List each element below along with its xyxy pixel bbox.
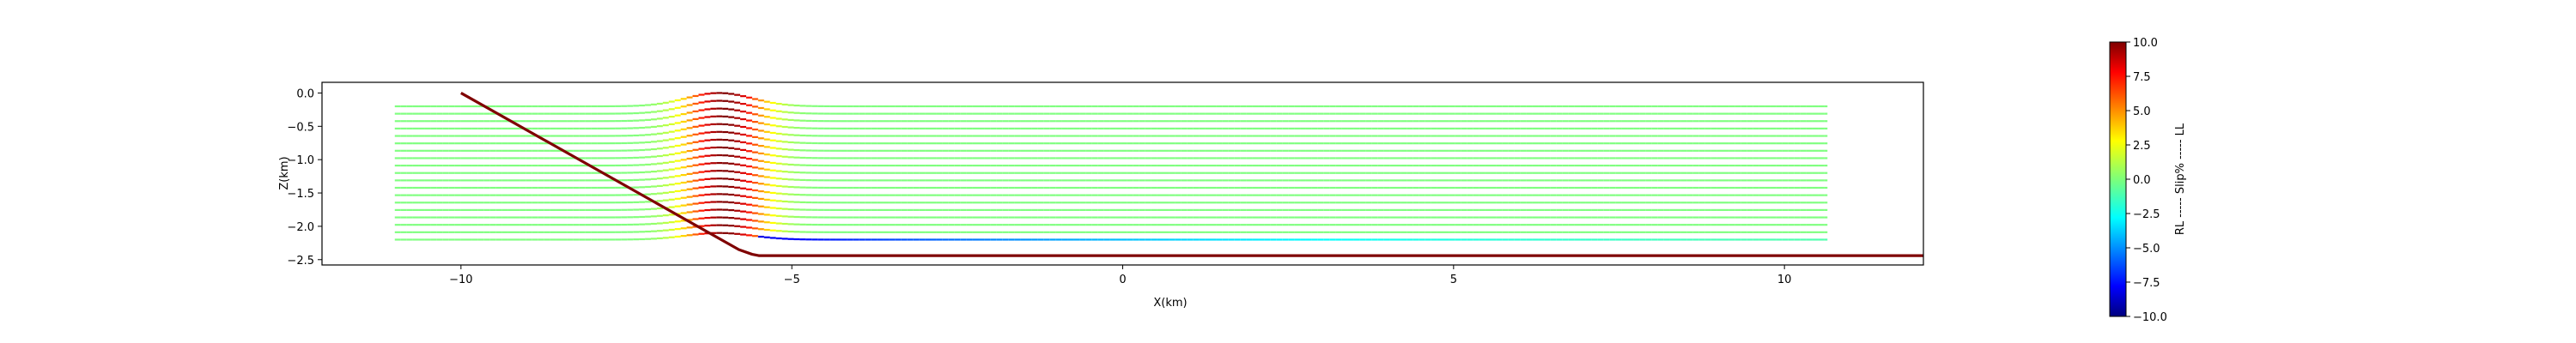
colorbar-tick-label: 2.5 xyxy=(2133,140,2151,153)
layer-line xyxy=(394,216,1828,226)
x-tick-label: 10 xyxy=(1777,274,1792,286)
y-tick-label: −1.0 xyxy=(287,154,314,167)
y-axis-ticks: 0.0 −0.5 −1.0 −1.5 −2.0 −2.5 xyxy=(287,87,322,268)
colorbar-gradient xyxy=(2109,41,2127,317)
layer-line xyxy=(394,146,1828,159)
layer-lines xyxy=(394,92,1828,241)
colorbar-tick-label: 0.0 xyxy=(2133,174,2151,187)
layer-line xyxy=(394,138,1828,152)
layer-line xyxy=(394,208,1828,219)
layer-line xyxy=(394,232,1828,241)
y-axis-label: Z(km) xyxy=(278,156,291,190)
layer-line xyxy=(394,178,1828,190)
layer-line xyxy=(394,99,1828,115)
layer-line xyxy=(394,161,1828,174)
colorbar-tick-label: −7.5 xyxy=(2133,277,2160,290)
x-axis-label: X(km) xyxy=(1153,297,1187,310)
y-tick-label: −0.5 xyxy=(287,121,314,134)
colorbar-tick-label: 7.5 xyxy=(2133,71,2151,84)
layer-line xyxy=(394,185,1828,196)
colorbar-ticks: 10.0 7.5 5.0 2.5 0.0 −2.5 −5.0 −7.5 −10.0 xyxy=(2126,37,2167,324)
colorbar-label: RL ----- Slip% ----- LL xyxy=(2174,123,2187,235)
y-tick-label: −2.5 xyxy=(287,255,314,268)
fault-line xyxy=(460,92,1923,257)
x-axis-ticks: −10 −5 0 5 10 xyxy=(449,265,1791,286)
x-tick-label: 0 xyxy=(1119,274,1126,286)
colorbar: 10.0 7.5 5.0 2.5 0.0 −2.5 −5.0 −7.5 −10.0 RL ---… xyxy=(2109,37,2187,324)
fault-line-group xyxy=(460,92,1923,257)
y-tick-label: −1.5 xyxy=(287,188,314,201)
colorbar-tick-label: 5.0 xyxy=(2133,105,2151,118)
layer-line xyxy=(394,107,1828,123)
layer-line xyxy=(394,123,1828,137)
x-tick-label: 5 xyxy=(1450,274,1457,286)
plot-area xyxy=(321,81,1924,266)
x-tick-label: −5 xyxy=(784,274,800,286)
layer-line xyxy=(394,130,1828,145)
colorbar-tick-label: −5.0 xyxy=(2133,243,2160,256)
y-tick-label: 0.0 xyxy=(296,87,314,100)
layer-line xyxy=(394,153,1828,167)
layer-line xyxy=(394,224,1828,233)
layer-line xyxy=(394,92,1828,108)
colorbar-tick-label: −10.0 xyxy=(2133,311,2167,324)
y-tick-label: −2.0 xyxy=(287,221,314,234)
layer-line xyxy=(394,193,1828,204)
layer-line xyxy=(394,115,1828,129)
layer-line xyxy=(394,170,1828,182)
colorbar-tick-label: 10.0 xyxy=(2133,37,2158,50)
x-tick-label: −10 xyxy=(449,274,472,286)
colorbar-tick-label: −2.5 xyxy=(2133,208,2160,221)
